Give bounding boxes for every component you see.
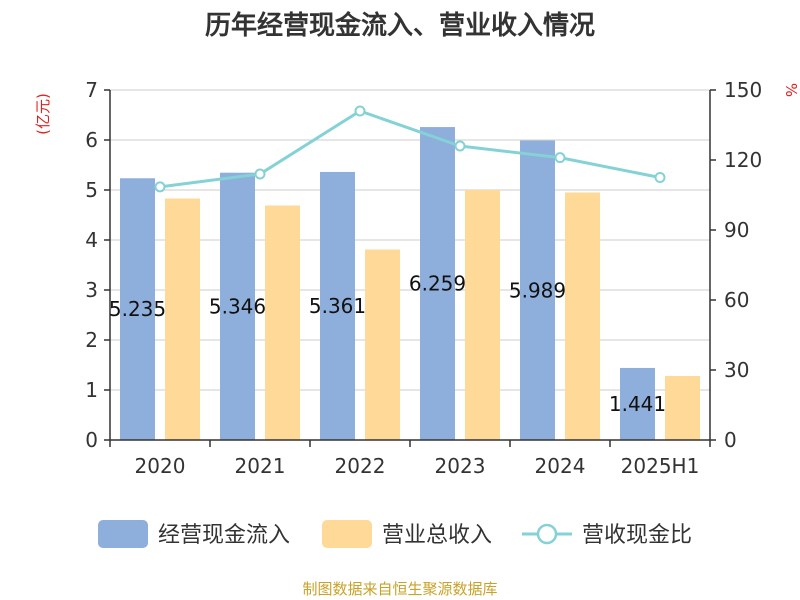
legend-label: 营业总收入 — [382, 523, 492, 548]
bar-revenue — [665, 376, 700, 440]
line-cash-ratio — [159, 109, 661, 189]
bar-revenue — [365, 249, 400, 440]
x-tick-label: 2021 — [235, 454, 286, 478]
left-tick-label: 4 — [85, 228, 98, 252]
bar-labels-layer: 5.235 5.346 5.361 6.259 5.989 1.441 — [109, 272, 666, 416]
line-layer — [154, 105, 666, 193]
left-tick-label: 2 — [85, 328, 98, 352]
data-source-note: 制图数据来自恒生聚源数据库 — [302, 580, 497, 598]
left-tick-label: 3 — [85, 278, 98, 302]
legend-swatch — [322, 520, 372, 548]
line-point — [554, 152, 566, 164]
bar-data-label: 5.989 — [509, 278, 566, 302]
x-tick-label: 2020 — [135, 454, 186, 478]
legend-swatch — [98, 520, 148, 548]
right-tick-label: 60 — [724, 288, 749, 312]
x-tick-label: 2025H1 — [621, 454, 700, 478]
right-tick-label: 0 — [724, 428, 737, 452]
bar-revenue — [465, 190, 500, 440]
legend-label: 经营现金流入 — [158, 523, 290, 548]
x-tick-label: 2024 — [535, 454, 586, 478]
bar-cash-inflow — [520, 140, 555, 441]
right-tick-label: 150 — [724, 78, 762, 102]
chart-title: 历年经营现金流入、营业收入情况 — [205, 10, 595, 41]
grid-lines — [110, 89, 710, 391]
bar-data-label: 5.235 — [109, 297, 166, 321]
x-tick-label: 2022 — [335, 454, 386, 478]
legend-label: 营收现金比 — [582, 523, 692, 548]
bar-cash-inflow — [220, 172, 255, 440]
left-tick-label: 1 — [85, 378, 98, 402]
left-tick-label: 7 — [85, 78, 98, 102]
right-axis-unit: % — [782, 83, 800, 97]
axes-layer: 0 1 2 3 4 5 6 7 0 30 60 90 120 150 2020 2021 2022 2023 202… — [85, 78, 762, 478]
bar-cash-inflow — [320, 171, 355, 440]
line-point — [354, 105, 366, 117]
bar-revenue — [565, 192, 600, 440]
bar-data-label: 5.361 — [309, 294, 366, 318]
line-point — [454, 140, 466, 152]
bar-revenue — [165, 198, 200, 440]
left-axis-unit: (亿元) — [34, 93, 52, 135]
bar-data-label: 6.259 — [409, 272, 466, 296]
bars-layer — [120, 127, 700, 441]
legend-swatch-marker — [536, 523, 558, 545]
bar-revenue — [265, 205, 300, 440]
x-tick-label: 2023 — [435, 454, 486, 478]
line-point — [154, 181, 166, 193]
left-tick-label: 6 — [85, 128, 98, 152]
line-point — [654, 172, 666, 183]
bar-cash-inflow — [620, 367, 655, 440]
bar-cash-inflow — [120, 178, 155, 440]
line-point — [254, 168, 266, 180]
right-tick-label: 90 — [724, 218, 749, 242]
right-tick-label: 120 — [724, 148, 762, 172]
bar-cash-inflow — [420, 127, 455, 441]
right-tick-label: 30 — [724, 358, 749, 382]
left-tick-label: 5 — [85, 178, 98, 202]
bar-data-label: 5.346 — [209, 294, 266, 318]
bar-data-label: 1.441 — [609, 392, 666, 416]
left-tick-label: 0 — [85, 428, 98, 452]
legend: 经营现金流入 营业总收入 营收现金比 — [98, 520, 692, 548]
